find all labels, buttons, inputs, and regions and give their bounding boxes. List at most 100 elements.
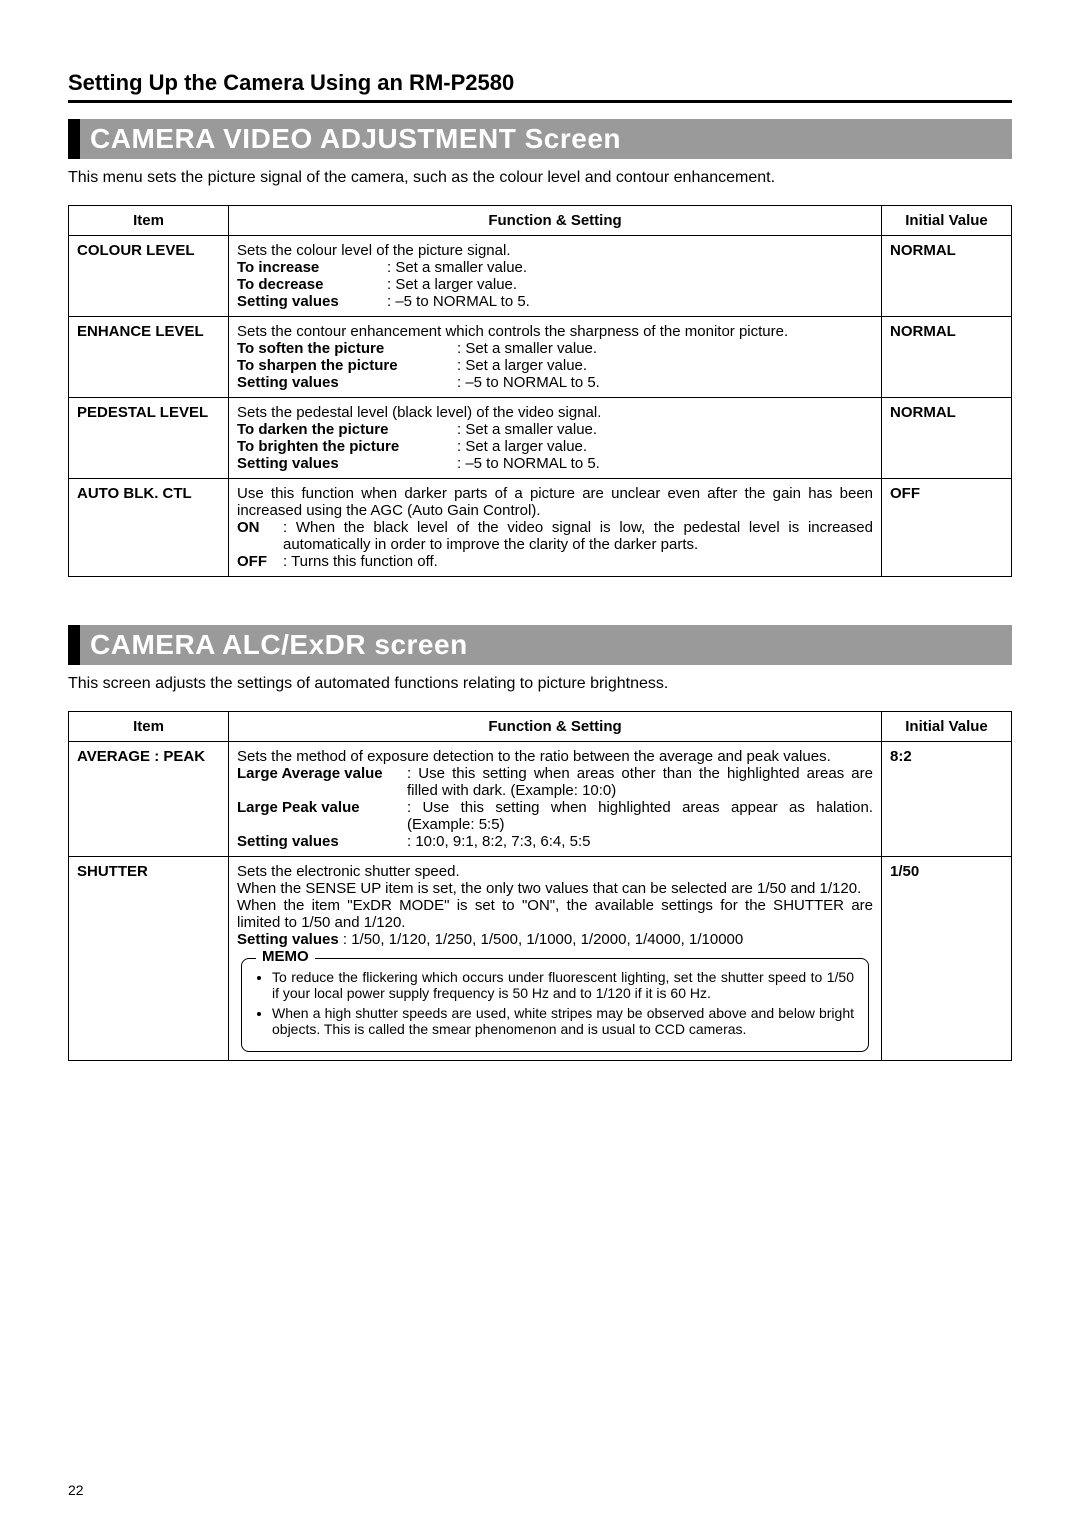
memo-title: MEMO (256, 948, 315, 965)
sv-line: Setting values : 1/50, 1/120, 1/250, 1/5… (237, 931, 873, 948)
table-row: COLOUR LEVEL Sets the colour level of th… (69, 236, 1012, 317)
intro-alc: This screen adjusts the settings of auto… (68, 675, 1012, 693)
kv-label: To sharpen the picture (237, 357, 457, 374)
memo-item: To reduce the flickering which occurs un… (272, 969, 854, 1001)
item-init: NORMAL (882, 398, 1012, 479)
kv-val: : –5 to NORMAL to 5. (457, 455, 873, 472)
kv-val: : –5 to NORMAL to 5. (387, 293, 873, 310)
desc: Sets the contour enhancement which contr… (237, 323, 873, 340)
kv-val: : Set a smaller value. (457, 340, 873, 357)
desc: Use this function when darker parts of a… (237, 485, 873, 519)
heading-bar-video: CAMERA VIDEO ADJUSTMENT Screen (68, 119, 1012, 159)
item-name: AUTO BLK. CTL (69, 479, 229, 577)
item-name: SHUTTER (69, 857, 229, 1061)
kv-label: To increase (237, 259, 387, 276)
desc: Sets the pedestal level (black level) of… (237, 404, 873, 421)
memo-box: MEMO To reduce the flickering which occu… (241, 958, 869, 1052)
table-row: SHUTTER Sets the electronic shutter spee… (69, 857, 1012, 1061)
table-row: AVERAGE : PEAK Sets the method of exposu… (69, 742, 1012, 857)
table-header-row: Item Function & Setting Initial Value (69, 712, 1012, 742)
col-func: Function & Setting (229, 712, 882, 742)
item-name: AVERAGE : PEAK (69, 742, 229, 857)
kv-label: Setting values (237, 455, 457, 472)
kv-label: Setting values (237, 293, 387, 310)
on-text: : When the black level of the video sign… (283, 519, 873, 553)
memo-item: When a high shutter speeds are used, whi… (272, 1005, 854, 1037)
sv-text: : 10:0, 9:1, 8:2, 7:3, 6:4, 5:5 (407, 833, 590, 850)
item-name: PEDESTAL LEVEL (69, 398, 229, 479)
off-label: OFF (237, 553, 283, 570)
heading-accent (68, 119, 80, 159)
memo-list: To reduce the flickering which occurs un… (256, 969, 854, 1037)
table-row: AUTO BLK. CTL Use this function when dar… (69, 479, 1012, 577)
la-label: Large Average value (237, 765, 407, 799)
on-line: ON : When the black level of the video s… (237, 519, 873, 553)
sv-text: : 1/50, 1/120, 1/250, 1/500, 1/1000, 1/2… (343, 931, 743, 948)
col-init: Initial Value (882, 206, 1012, 236)
item-func: Sets the electronic shutter speed. When … (229, 857, 882, 1061)
kv-line: Setting values : –5 to NORMAL to 5. (237, 293, 873, 310)
off-line: OFF : Turns this function off. (237, 553, 873, 570)
kv-line: Setting values : –5 to NORMAL to 5. (237, 455, 873, 472)
kv-val: : Set a larger value. (387, 276, 873, 293)
heading-title-alc: CAMERA ALC/ExDR screen (80, 625, 478, 665)
kv-val: : Set a smaller value. (457, 421, 873, 438)
table-row: PEDESTAL LEVEL Sets the pedestal level (… (69, 398, 1012, 479)
heading-accent (68, 625, 80, 665)
item-init: NORMAL (882, 317, 1012, 398)
kv-line: To increase : Set a smaller value. (237, 259, 873, 276)
sv-label: Setting values (237, 931, 339, 948)
col-item: Item (69, 206, 229, 236)
page: Setting Up the Camera Using an RM-P2580 … (0, 0, 1080, 1528)
sv-label: Setting values (237, 833, 407, 850)
col-init: Initial Value (882, 712, 1012, 742)
desc: Sets the method of exposure detection to… (237, 748, 873, 765)
col-item: Item (69, 712, 229, 742)
item-init: 1/50 (882, 857, 1012, 1061)
item-func: Sets the pedestal level (black level) of… (229, 398, 882, 479)
kv-label: Setting values (237, 374, 457, 391)
section-title: Setting Up the Camera Using an RM-P2580 (68, 70, 1012, 103)
off-text: : Turns this function off. (283, 553, 438, 570)
item-init: 8:2 (882, 742, 1012, 857)
kv-line: Setting values : –5 to NORMAL to 5. (237, 374, 873, 391)
kv-label: To soften the picture (237, 340, 457, 357)
lp-text: : Use this setting when highlighted area… (407, 799, 873, 833)
p2: When the SENSE UP item is set, the only … (237, 880, 873, 897)
table-alc: Item Function & Setting Initial Value AV… (68, 711, 1012, 1061)
kv-val: : Set a larger value. (457, 438, 873, 455)
heading-title-video: CAMERA VIDEO ADJUSTMENT Screen (80, 119, 631, 159)
p3: When the item "ExDR MODE" is set to "ON"… (237, 897, 873, 931)
lp-label: Large Peak value (237, 799, 407, 833)
kv-label: To darken the picture (237, 421, 457, 438)
desc: Sets the colour level of the picture sig… (237, 242, 873, 259)
col-func: Function & Setting (229, 206, 882, 236)
item-init: OFF (882, 479, 1012, 577)
kv-val: : –5 to NORMAL to 5. (457, 374, 873, 391)
kv-line: To sharpen the picture : Set a larger va… (237, 357, 873, 374)
item-func: Use this function when darker parts of a… (229, 479, 882, 577)
page-number: 22 (68, 1482, 84, 1498)
item-init: NORMAL (882, 236, 1012, 317)
table-header-row: Item Function & Setting Initial Value (69, 206, 1012, 236)
heading-bar-alc: CAMERA ALC/ExDR screen (68, 625, 1012, 665)
kv-label: To brighten the picture (237, 438, 457, 455)
intro-video: This menu sets the picture signal of the… (68, 169, 1012, 187)
kv-line: To darken the picture : Set a smaller va… (237, 421, 873, 438)
sv-line: Setting values : 10:0, 9:1, 8:2, 7:3, 6:… (237, 833, 873, 850)
table-row: ENHANCE LEVEL Sets the contour enhanceme… (69, 317, 1012, 398)
item-func: Sets the colour level of the picture sig… (229, 236, 882, 317)
item-func: Sets the contour enhancement which contr… (229, 317, 882, 398)
lp-line: Large Peak value : Use this setting when… (237, 799, 873, 833)
la-text: : Use this setting when areas other than… (407, 765, 873, 799)
on-label: ON (237, 519, 283, 553)
kv-label: To decrease (237, 276, 387, 293)
kv-line: To brighten the picture : Set a larger v… (237, 438, 873, 455)
table-video-adjust: Item Function & Setting Initial Value CO… (68, 205, 1012, 577)
item-func: Sets the method of exposure detection to… (229, 742, 882, 857)
kv-line: To decrease : Set a larger value. (237, 276, 873, 293)
kv-val: : Set a smaller value. (387, 259, 873, 276)
la-line: Large Average value : Use this setting w… (237, 765, 873, 799)
kv-line: To soften the picture : Set a smaller va… (237, 340, 873, 357)
kv-val: : Set a larger value. (457, 357, 873, 374)
